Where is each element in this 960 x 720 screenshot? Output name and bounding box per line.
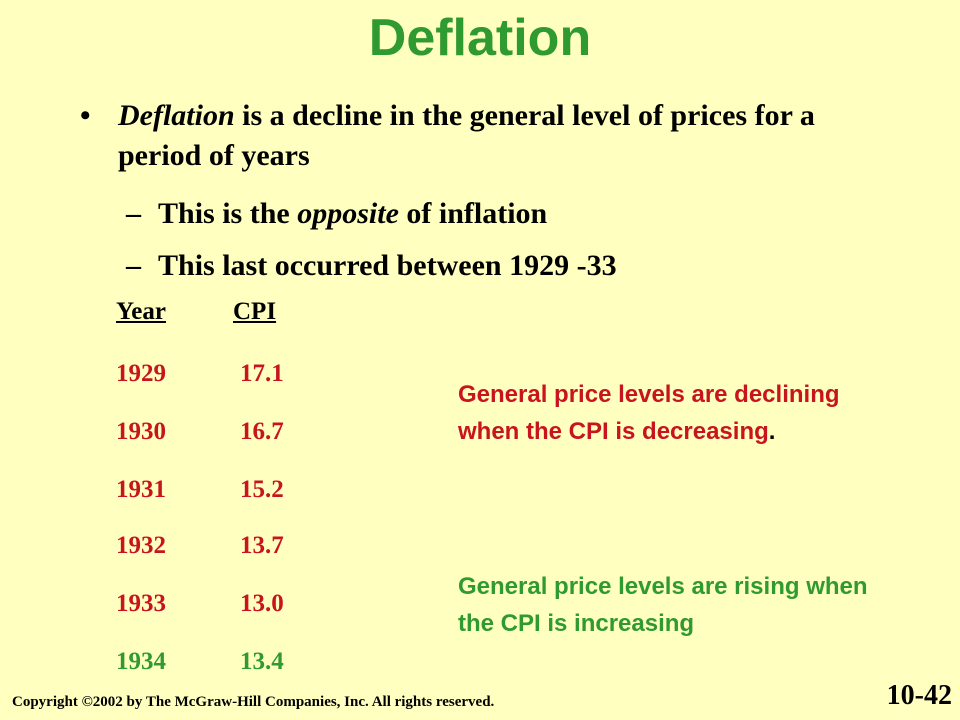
- copyright-footer: Copyright ©2002 by The McGraw-Hill Compa…: [12, 694, 495, 710]
- table-cell-cpi: 15.2: [240, 476, 284, 503]
- table-cell-year: 1932: [116, 532, 166, 559]
- table-cell-cpi: 16.7: [240, 418, 284, 445]
- sub-bullet-pre: This is the: [158, 197, 298, 230]
- sub-bullet-pre: This last occurred between 1929 -33: [158, 249, 617, 282]
- table-cell-year: 1934: [116, 648, 166, 675]
- sub-bullet-post: of inflation: [398, 197, 548, 230]
- sub-bullet-last-occurred: – This last occurred between 1929 -33: [126, 246, 617, 286]
- table-cell-year: 1931: [116, 476, 166, 503]
- table-cell-cpi: 17.1: [240, 360, 284, 387]
- table-cell-cpi: 13.0: [240, 590, 284, 617]
- sub-bullet-dash: –: [126, 197, 141, 230]
- sub-bullet-opposite: – This is the opposite of inflation: [126, 194, 547, 234]
- bullet-term: Deflation: [118, 99, 235, 132]
- page-number: 10-42: [886, 680, 952, 711]
- table-cell-year: 1929: [116, 360, 166, 387]
- table-header-cpi: CPI: [233, 298, 277, 325]
- bullet-text-rest: is a decline in the general level of pri…: [118, 99, 815, 172]
- note-declining-text: General price levels are declining when …: [458, 381, 840, 445]
- sub-bullet-emphasis: opposite: [297, 197, 399, 230]
- slide-title: Deflation: [368, 9, 592, 67]
- bullet-text: Deflation is a decline in the general le…: [118, 96, 838, 176]
- note-rising: General price levels are rising when the…: [458, 573, 868, 637]
- table-cell-cpi: 13.4: [240, 648, 284, 675]
- table-cell-year: 1933: [116, 590, 166, 617]
- table-cell-cpi: 13.7: [240, 532, 284, 559]
- note-declining: General price levels are declining when …: [458, 376, 898, 450]
- note-declining-period: .: [768, 418, 776, 445]
- table-header-year: Year: [116, 298, 166, 325]
- bullet-dot: •: [80, 99, 91, 132]
- sub-bullet-dash: –: [126, 249, 141, 282]
- table-cell-year: 1930: [116, 418, 166, 445]
